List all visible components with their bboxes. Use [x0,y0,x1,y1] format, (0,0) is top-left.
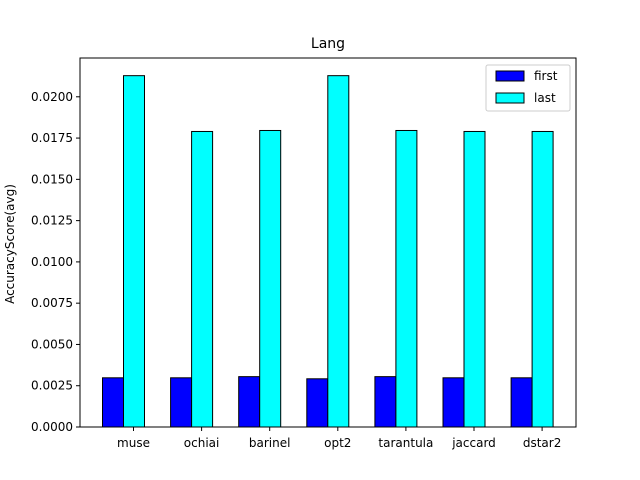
bar-last-dstar2 [531,130,554,428]
legend: first last [485,64,571,112]
y-tick-label: 0.0150 [31,172,73,186]
x-ticks-group: muse ochiai barinel opt2 tarantula jaccard dst… [117,427,561,450]
bar-last-barinel [259,129,282,428]
chart-title: Lang [311,36,345,52]
plot-frame [79,57,577,428]
y-axis-label: AccuracyScore(avg) [3,184,17,304]
x-tick-label-barinel: barinel [249,436,291,450]
bar-first-dstar2 [510,377,533,428]
x-tick-label-ochiai: ochiai [184,436,220,450]
y-tick-label: 0.0075 [31,296,73,310]
legend-swatch-last [495,92,525,104]
bar-last-muse [123,75,145,428]
x-tick-label-muse: muse [117,436,150,450]
x-tick-label-jaccard: jaccard [451,436,496,450]
legend-swatch-first [495,70,525,82]
y-tick-label: 0.0025 [31,379,73,393]
bar-first-tarantula [374,376,397,428]
bar-last-ochiai [191,130,214,428]
bar-last-opt2 [327,75,350,428]
y-tick-label: 0.0175 [31,131,73,145]
legend-label-first: first [534,69,558,83]
y-tick-label: 0.0125 [31,214,73,228]
bar-last-jaccard [463,130,486,428]
y-tick-label: 0.0100 [31,255,73,269]
bar-last-tarantula [395,129,418,428]
y-tick-label: 0.0000 [31,420,73,434]
x-tick-label-tarantula: tarantula [378,436,433,450]
y-tick-label: 0.0050 [31,337,73,351]
bar-first-jaccard [442,377,465,428]
bar-first-muse [102,377,124,428]
x-tick-label-opt2: opt2 [324,436,351,450]
bar-first-opt2 [306,378,329,428]
y-ticks-group: 0.0000 0.0025 0.0050 0.0075 0.0100 0.0125 0.01… [31,90,80,434]
bar-first-barinel [238,376,261,428]
y-tick-label: 0.0200 [31,90,73,104]
x-tick-label-dstar2: dstar2 [523,436,562,450]
bar-first-ochiai [170,377,193,428]
legend-label-last: last [534,91,556,105]
bars-group [102,75,554,428]
